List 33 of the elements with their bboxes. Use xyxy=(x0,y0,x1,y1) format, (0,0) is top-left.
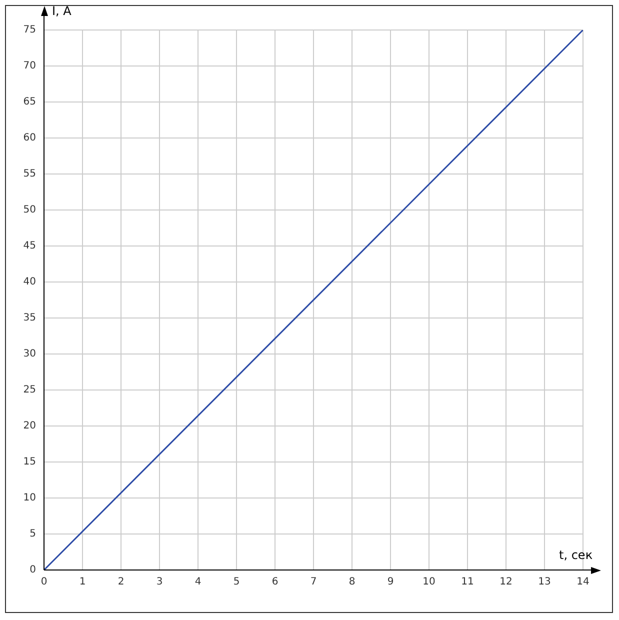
y-tick-label: 5 xyxy=(30,528,36,540)
y-tick-label: 65 xyxy=(23,96,36,108)
x-tick-label: 11 xyxy=(461,576,474,588)
x-tick-label: 10 xyxy=(422,576,436,588)
x-tick-label: 13 xyxy=(538,576,551,588)
x-tick-label: 3 xyxy=(156,576,163,588)
y-tick-label: 30 xyxy=(23,348,36,360)
x-tick-label: 5 xyxy=(233,576,240,588)
y-tick-label: 45 xyxy=(23,240,36,252)
x-tick-label: 1 xyxy=(79,576,86,588)
y-tick-label: 10 xyxy=(23,492,36,504)
y-tick-label: 40 xyxy=(23,276,36,288)
y-tick-label: 25 xyxy=(23,384,36,396)
x-tick-label: 7 xyxy=(310,576,317,588)
x-tick-label: 9 xyxy=(387,576,394,588)
y-tick-label: 15 xyxy=(23,456,36,468)
x-tick-label: 0 xyxy=(40,576,48,588)
y-axis-title: I, A xyxy=(52,4,72,18)
x-axis-title: t, сек xyxy=(559,548,593,562)
y-tick-label: 60 xyxy=(23,132,36,144)
x-tick-label: 4 xyxy=(194,576,202,588)
y-tick-label: 50 xyxy=(23,204,36,216)
y-tick-label: 20 xyxy=(23,420,36,432)
x-tick-label: 12 xyxy=(500,576,512,588)
x-tick-label: 8 xyxy=(348,576,356,588)
y-tick-label: 0 xyxy=(30,564,36,576)
x-tick-label: 2 xyxy=(118,576,124,588)
y-tick-label: 70 xyxy=(23,60,36,72)
x-tick-label: 14 xyxy=(576,576,590,588)
y-tick-label: 35 xyxy=(23,312,36,324)
y-tick-label: 75 xyxy=(23,24,36,36)
x-tick-label: 6 xyxy=(272,576,278,588)
y-tick-label: 55 xyxy=(23,168,36,180)
